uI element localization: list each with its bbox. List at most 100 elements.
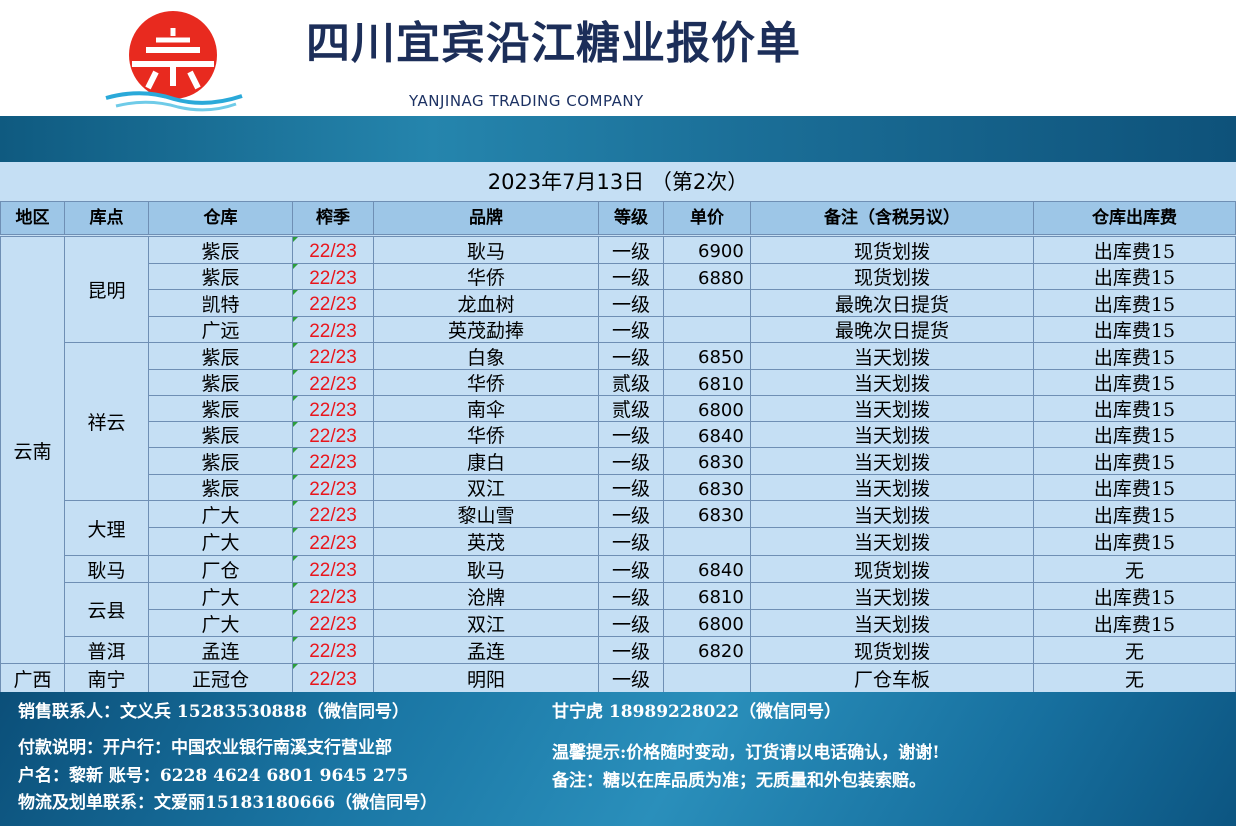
price-cell: 6840 — [663, 421, 751, 448]
column-header: 地区 — [0, 201, 65, 235]
warehouse-cell: 紫辰 — [148, 263, 293, 290]
season-cell: 22/23 — [292, 263, 374, 290]
season-cell: 22/23 — [292, 316, 374, 343]
fee-cell: 出库费15 — [1033, 263, 1236, 290]
fee-cell: 无 — [1033, 555, 1236, 583]
column-header: 仓库出库费 — [1033, 201, 1236, 235]
price-cell: 6850 — [663, 342, 751, 370]
column-header: 单价 — [663, 201, 751, 235]
grade-cell: 一级 — [598, 609, 664, 637]
brand-cell: 康白 — [373, 447, 599, 475]
warehouse-cell: 广大 — [148, 527, 293, 556]
season-cell: 22/23 — [292, 636, 374, 664]
price-cell: 6830 — [663, 447, 751, 475]
price-cell: 6830 — [663, 500, 751, 528]
brand-cell: 华侨 — [373, 263, 599, 290]
region-cell: 广西 — [0, 663, 65, 693]
depot-cell: 普洱 — [64, 636, 149, 664]
price-cell — [663, 663, 751, 693]
fee-cell: 出库费15 — [1033, 236, 1236, 264]
brand-cell: 耿马 — [373, 236, 599, 264]
region-cell: 云南 — [0, 236, 65, 664]
grade-cell: 贰级 — [598, 369, 664, 396]
price-cell: 6880 — [663, 263, 751, 290]
column-header: 等级 — [598, 201, 664, 235]
season-cell: 22/23 — [292, 609, 374, 637]
fee-cell: 出库费15 — [1033, 369, 1236, 396]
season-cell: 22/23 — [292, 236, 374, 264]
note-cell: 当天划拨 — [750, 474, 1034, 501]
season-cell: 22/23 — [292, 527, 374, 556]
price-cell — [663, 316, 751, 343]
brand-cell: 华侨 — [373, 421, 599, 448]
grade-cell: 一级 — [598, 316, 664, 343]
season-cell: 22/23 — [292, 342, 374, 370]
depot-cell: 南宁 — [64, 663, 149, 693]
company-logo — [102, 6, 244, 112]
brand-cell: 沧牌 — [373, 582, 599, 610]
logistics-contact: 物流及划单联系：文爱丽15183180666（微信同号） — [18, 793, 438, 813]
fee-cell: 出库费15 — [1033, 500, 1236, 528]
price-cell — [663, 527, 751, 556]
depot-cell: 大理 — [64, 500, 149, 556]
note-cell: 最晚次日提货 — [750, 289, 1034, 317]
grade-cell: 一级 — [598, 236, 664, 264]
season-cell: 22/23 — [292, 474, 374, 501]
fee-cell: 出库费15 — [1033, 609, 1236, 637]
grade-cell: 一级 — [598, 663, 664, 693]
brand-cell: 明阳 — [373, 663, 599, 693]
warehouse-cell: 凯特 — [148, 289, 293, 317]
depot-cell: 耿马 — [64, 555, 149, 583]
season-cell: 22/23 — [292, 582, 374, 610]
decorative-banner — [0, 116, 1236, 162]
fee-cell: 出库费15 — [1033, 527, 1236, 556]
note-cell: 当天划拨 — [750, 342, 1034, 370]
note-cell: 当天划拨 — [750, 421, 1034, 448]
note-cell: 现货划拨 — [750, 636, 1034, 664]
grade-cell: 一级 — [598, 555, 664, 583]
price-cell: 6800 — [663, 395, 751, 422]
brand-cell: 双江 — [373, 474, 599, 501]
brand-cell: 龙血树 — [373, 289, 599, 317]
warehouse-cell: 广大 — [148, 609, 293, 637]
note-cell: 当天划拨 — [750, 500, 1034, 528]
grade-cell: 一级 — [598, 474, 664, 501]
grade-cell: 一级 — [598, 263, 664, 290]
column-header: 榨季 — [292, 201, 374, 235]
depot-cell: 云县 — [64, 582, 149, 637]
season-cell: 22/23 — [292, 500, 374, 528]
second-contact: 甘宁虎 18989228022（微信同号） — [552, 702, 842, 722]
note-cell: 现货划拨 — [750, 236, 1034, 264]
quality-remark: 备注：糖以在库品质为准；无质量和外包装索赔。 — [552, 771, 926, 791]
payment-info: 付款说明：开户行：中国农业银行南溪支行营业部 — [18, 738, 392, 758]
warehouse-cell: 广大 — [148, 582, 293, 610]
warehouse-cell: 厂仓 — [148, 555, 293, 583]
company-name: YANJINAG TRADING COMPANY — [409, 92, 644, 110]
fee-cell: 无 — [1033, 663, 1236, 693]
note-cell: 当天划拨 — [750, 609, 1034, 637]
price-cell: 6900 — [663, 236, 751, 264]
brand-cell: 孟连 — [373, 636, 599, 664]
header-area: 四川宜宾沿江糖业报价单 YANJINAG TRADING COMPANY — [0, 0, 1236, 116]
fee-cell: 出库费15 — [1033, 447, 1236, 475]
note-cell: 当天划拨 — [750, 369, 1034, 396]
price-cell: 6830 — [663, 474, 751, 501]
brand-cell: 黎山雪 — [373, 500, 599, 528]
column-header: 品牌 — [373, 201, 599, 235]
note-cell: 当天划拨 — [750, 582, 1034, 610]
brand-cell: 耿马 — [373, 555, 599, 583]
price-tip: 温馨提示:价格随时变动，订货请以电话确认，谢谢! — [552, 743, 940, 763]
brand-cell: 英茂 — [373, 527, 599, 556]
grade-cell: 一级 — [598, 342, 664, 370]
warehouse-cell: 孟连 — [148, 636, 293, 664]
warehouse-cell: 紫辰 — [148, 369, 293, 396]
account-info: 户名：黎新 账号：6228 4624 6801 9645 275 — [18, 766, 409, 786]
note-cell: 最晚次日提货 — [750, 316, 1034, 343]
grade-cell: 一级 — [598, 527, 664, 556]
warehouse-cell: 紫辰 — [148, 236, 293, 264]
fee-cell: 无 — [1033, 636, 1236, 664]
warehouse-cell: 紫辰 — [148, 342, 293, 370]
column-header: 仓库 — [148, 201, 293, 235]
warehouse-cell: 广远 — [148, 316, 293, 343]
table-date-title: 2023年7月13日 （第2次） — [487, 170, 749, 194]
